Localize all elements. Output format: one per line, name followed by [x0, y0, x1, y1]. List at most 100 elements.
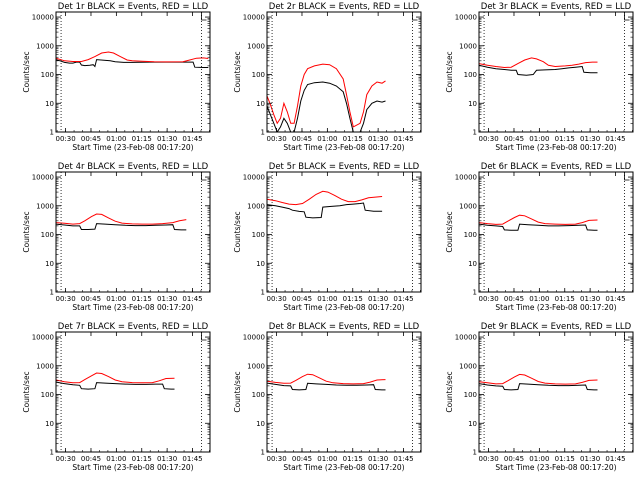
x-tick-label: 01:30 — [580, 455, 600, 463]
plot-frame — [478, 11, 634, 133]
x-tick-label: 01:15 — [132, 455, 152, 463]
detector-panel: Det 4r BLACK = Events, RED = LLD 1 10 100 10… — [22, 162, 211, 312]
detector-panel: Det 2r BLACK = Events, RED = LLD 1 10 100 10… — [233, 2, 422, 152]
y-tick-label: 10 — [256, 260, 265, 268]
y-tick-label: 100 — [41, 71, 54, 79]
events-series-line — [479, 64, 598, 76]
detector-panel: Det 8r BLACK = Events, RED = LLD 1 10 100 10… — [233, 322, 422, 472]
y-tick-label: 1 — [50, 129, 54, 137]
plot-frame — [55, 11, 211, 133]
bracket-marker — [201, 332, 207, 341]
events-series-line — [56, 381, 175, 390]
panel-title: Det 2r BLACK = Events, RED = LLD — [269, 2, 420, 12]
x-tick-label: 00:45 — [292, 295, 312, 303]
x-tick-label: 01:00 — [106, 135, 126, 143]
y-tick-label: 1 — [261, 129, 265, 137]
x-tick-label: 01:45 — [393, 295, 413, 303]
panel-title: Det 6r BLACK = Events, RED = LLD — [481, 162, 632, 172]
detector-panel: Det 1r BLACK = Events, RED = LLD 1 10 100 10… — [22, 2, 211, 152]
events-series-line — [267, 382, 386, 391]
y-axis-label: Counts/sec — [233, 51, 242, 92]
y-tick-label: 100 — [41, 231, 54, 239]
x-tick-label: 00:30 — [267, 295, 287, 303]
plot-frame — [266, 171, 422, 293]
x-tick-label: 01:30 — [580, 135, 600, 143]
x-tick-label: 01:15 — [132, 295, 152, 303]
x-tick-label: 00:45 — [504, 295, 524, 303]
x-tick-label: 00:45 — [504, 455, 524, 463]
y-tick-label: 1000 — [247, 42, 265, 50]
x-tick-label: 01:15 — [132, 135, 152, 143]
y-tick-label: 10000 — [32, 174, 54, 182]
bracket-marker — [624, 332, 630, 341]
detector-panel: Det 7r BLACK = Events, RED = LLD 1 10 100 10… — [22, 322, 211, 472]
x-tick-label: 01:45 — [605, 135, 625, 143]
x-axis-label: Start Time (23-Feb-08 00:17:20) — [72, 303, 193, 312]
plot-frame — [55, 331, 211, 453]
x-tick-label: 01:00 — [317, 295, 337, 303]
y-tick-label: 10000 — [455, 334, 477, 342]
plot-frame — [55, 171, 211, 293]
y-tick-label: 100 — [252, 231, 265, 239]
y-tick-label: 100 — [41, 391, 54, 399]
x-tick-label: 00:30 — [479, 135, 499, 143]
x-tick-label: 01:45 — [182, 135, 202, 143]
x-tick-label: 01:15 — [555, 295, 575, 303]
y-tick-label: 1000 — [36, 202, 54, 210]
y-tick-label: 1 — [261, 449, 265, 457]
x-axis-label: Start Time (23-Feb-08 00:17:20) — [283, 143, 404, 152]
x-tick-label: 01:00 — [529, 295, 549, 303]
panel-title: Det 9r BLACK = Events, RED = LLD — [481, 322, 632, 332]
x-tick-label: 00:45 — [292, 455, 312, 463]
x-tick-label: 01:45 — [393, 135, 413, 143]
x-axis-label: Start Time (23-Feb-08 00:17:20) — [72, 143, 193, 152]
y-tick-label: 1 — [473, 289, 477, 297]
x-tick-label: 00:30 — [267, 455, 287, 463]
x-tick-label: 01:00 — [529, 455, 549, 463]
x-tick-label: 01:45 — [182, 295, 202, 303]
y-tick-label: 1000 — [247, 362, 265, 370]
x-tick-label: 00:45 — [81, 455, 101, 463]
x-tick-label: 00:30 — [479, 295, 499, 303]
lld-series-line — [56, 213, 187, 225]
lld-series-line — [267, 63, 386, 128]
series-group — [479, 214, 598, 231]
x-tick-label: 01:30 — [368, 135, 388, 143]
x-tick-label: 01:00 — [317, 135, 337, 143]
panel-title: Det 1r BLACK = Events, RED = LLD — [58, 2, 209, 12]
x-tick-label: 01:30 — [157, 295, 177, 303]
y-axis-label: Counts/sec — [445, 371, 454, 412]
lld-series-line — [267, 373, 386, 385]
y-tick-label: 1000 — [459, 202, 477, 210]
y-tick-label: 100 — [252, 391, 265, 399]
bracket-marker — [412, 12, 418, 21]
x-axis-label: Start Time (23-Feb-08 00:17:20) — [495, 303, 616, 312]
events-series-line — [479, 223, 598, 231]
y-tick-label: 1000 — [36, 42, 54, 50]
lld-series-line — [479, 57, 598, 69]
detector-panel: Det 6r BLACK = Events, RED = LLD 1 10 100 10… — [445, 162, 634, 312]
x-axis-label: Start Time (23-Feb-08 00:17:20) — [283, 303, 404, 312]
series-group — [479, 373, 598, 391]
y-tick-label: 1000 — [247, 202, 265, 210]
y-tick-label: 10 — [468, 420, 477, 428]
y-tick-label: 10000 — [243, 334, 265, 342]
x-tick-label: 00:45 — [81, 295, 101, 303]
y-tick-label: 1 — [473, 129, 477, 137]
detector-panel: Det 5r BLACK = Events, RED = LLD 1 10 100 10… — [233, 162, 422, 312]
x-tick-label: 01:30 — [368, 295, 388, 303]
series-group — [267, 63, 386, 132]
series-group — [56, 372, 175, 390]
y-tick-label: 100 — [464, 71, 477, 79]
panel-title: Det 4r BLACK = Events, RED = LLD — [58, 162, 209, 172]
y-tick-label: 1 — [473, 449, 477, 457]
y-tick-label: 10000 — [32, 334, 54, 342]
y-axis-label: Counts/sec — [233, 371, 242, 412]
y-tick-label: 10 — [468, 260, 477, 268]
events-series-line — [267, 202, 383, 219]
x-axis-label: Start Time (23-Feb-08 00:17:20) — [72, 463, 193, 472]
series-group — [56, 51, 209, 68]
y-tick-label: 100 — [252, 71, 265, 79]
y-tick-label: 1000 — [459, 42, 477, 50]
lld-series-line — [56, 51, 209, 63]
